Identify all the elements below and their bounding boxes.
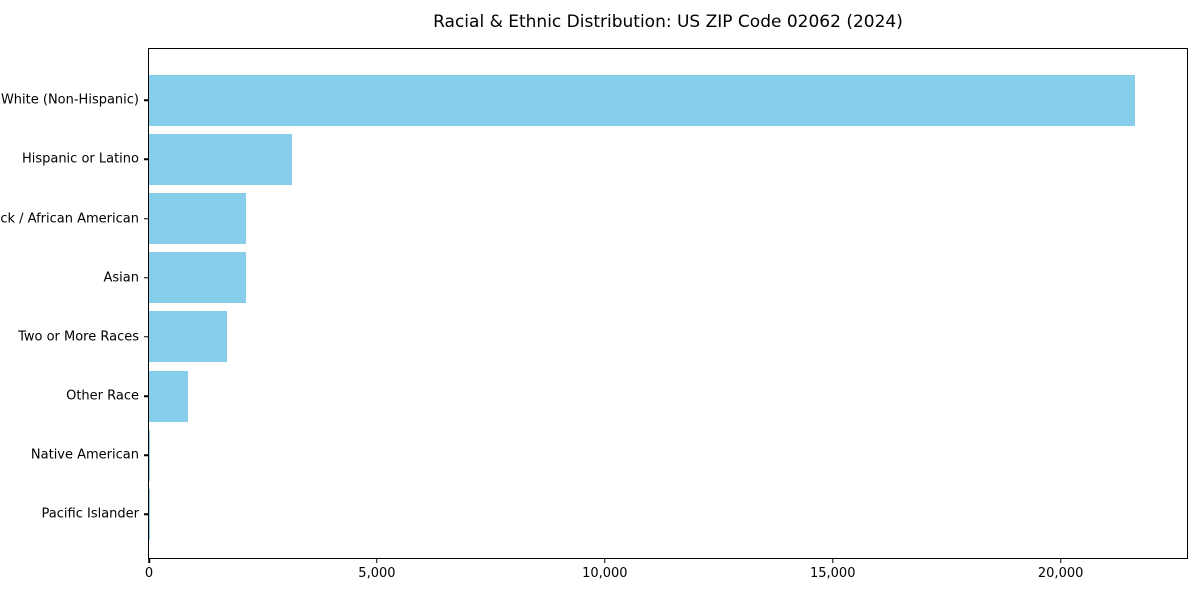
bar-hispanic-or-latino (149, 133, 293, 185)
x-tick-label: 15,000 (809, 566, 856, 581)
y-tick-label: Asian (103, 270, 139, 286)
y-tick-label: Other Race (66, 388, 139, 404)
x-tick-label: 0 (144, 566, 154, 581)
bar-two-or-more-races (149, 311, 228, 363)
chart-title: Racial & Ethnic Distribution: US ZIP Cod… (433, 12, 903, 32)
y-tick-label: Native American (30, 447, 139, 463)
x-tick-mark (376, 558, 378, 563)
y-tick-label: Two or More Races (18, 329, 139, 345)
y-tick-mark (144, 217, 149, 220)
bar-native-american (149, 429, 150, 481)
plot-area: White (Non-Hispanic) Hispanic or Latino Bl… (0, 48, 1188, 581)
bar-other-race (149, 370, 189, 422)
y-tick-mark (144, 336, 149, 338)
x-tick-mark (604, 558, 606, 563)
y-tick-label: White (Non-Hispanic) (0, 92, 139, 108)
x-tick-mark (831, 558, 834, 563)
bar-white-non-hispanic (149, 74, 1135, 126)
y-tick-mark (144, 99, 149, 102)
y-tick-mark (144, 395, 149, 397)
y-tick-label: Black / African American (0, 211, 139, 227)
y-tick-mark (144, 513, 149, 516)
bar-asian (149, 252, 246, 304)
x-tick-label: 10,000 (582, 566, 628, 581)
x-tick-label: 5,000 (358, 566, 396, 581)
bar-black-african-american (149, 193, 247, 245)
y-tick-mark (144, 454, 149, 456)
y-tick-mark (144, 277, 149, 279)
y-tick-mark (144, 158, 149, 161)
y-tick-label: Hispanic or Latino (21, 151, 139, 167)
x-tick-mark (1059, 558, 1062, 563)
x-tick-mark (148, 558, 150, 563)
x-tick-label: 20,000 (1037, 566, 1084, 581)
y-tick-label: Pacific Islander (41, 506, 139, 522)
